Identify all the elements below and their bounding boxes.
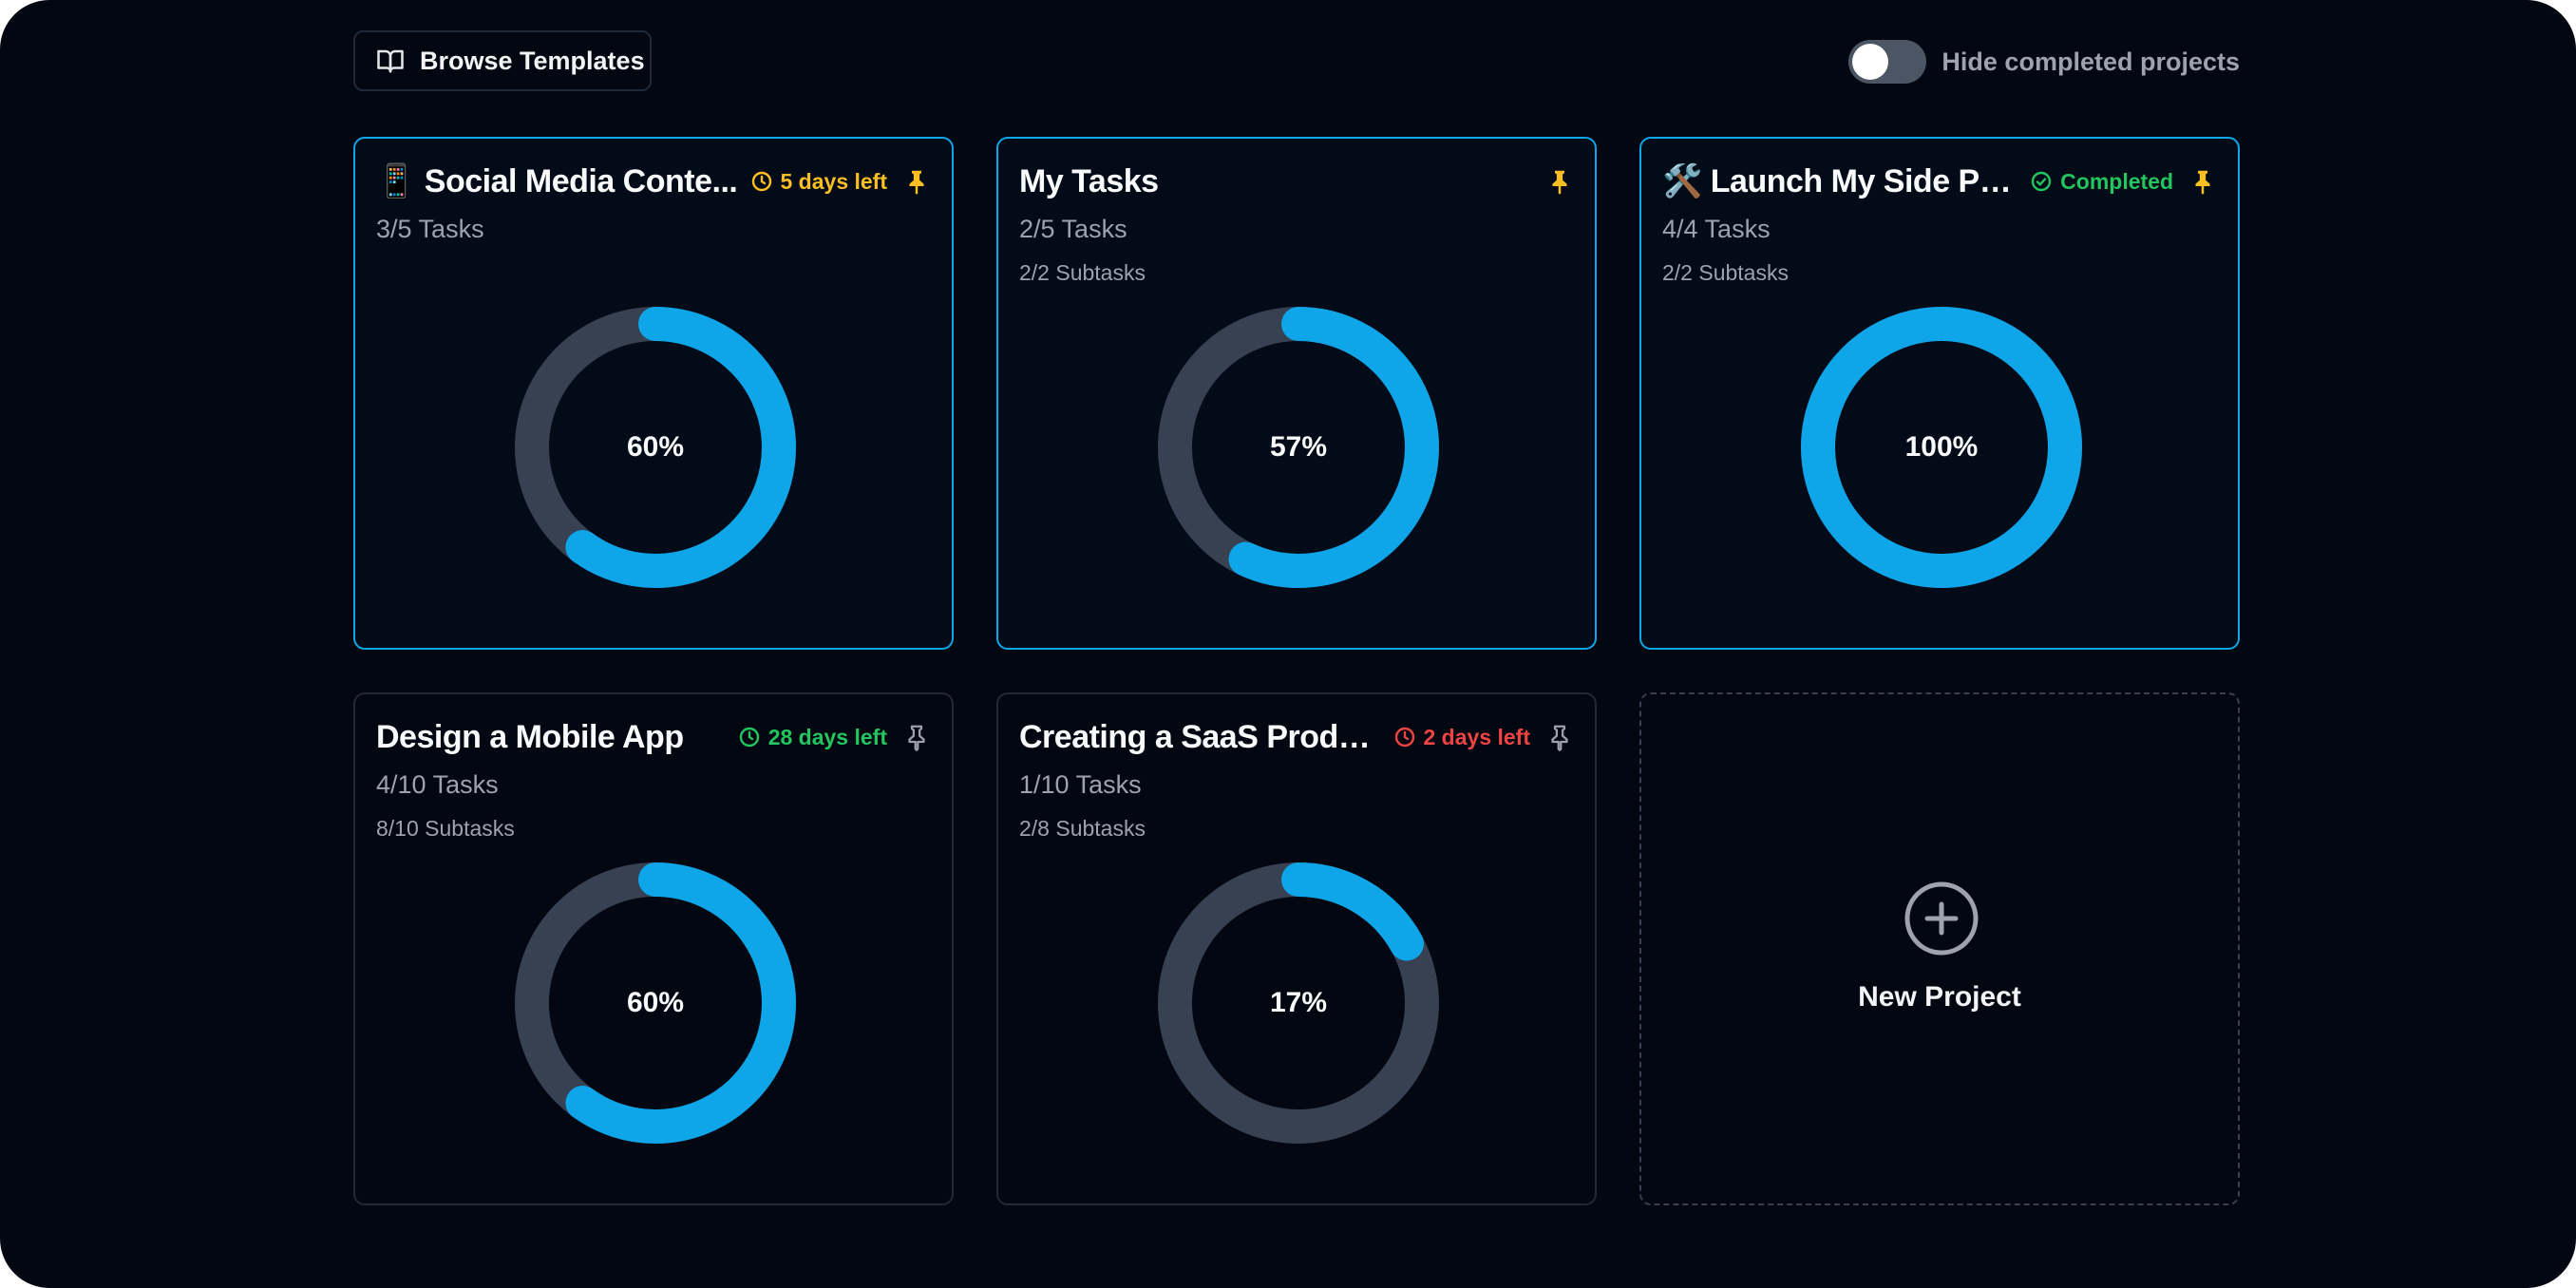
progress-ring: 17% <box>1156 861 1441 1146</box>
completed-badge: Completed <box>2030 169 2173 195</box>
new-project-button[interactable]: New Project <box>1639 692 2240 1205</box>
pin-outline-icon[interactable] <box>1545 723 1574 751</box>
project-card[interactable]: 📱 Social Media Conte... 5 days left 3/5 … <box>353 137 954 650</box>
toggle-knob <box>1852 44 1889 80</box>
ring-progress <box>1158 307 1439 588</box>
book-open-icon <box>376 47 405 75</box>
progress-percent: 100% <box>1904 431 1979 463</box>
task-count: 3/5 Tasks <box>376 215 484 243</box>
ring-progress <box>1801 307 2082 588</box>
project-card[interactable]: Creating a SaaS Product 2 days left 1/10… <box>996 692 1597 1205</box>
card-header: Design a Mobile App 28 days left <box>376 715 931 759</box>
pin-filled-icon[interactable] <box>2188 167 2217 196</box>
progress-ring: 60% <box>513 305 798 590</box>
ring-progress <box>1158 862 1439 1144</box>
pin-filled-icon[interactable] <box>1545 167 1574 196</box>
progress-ring: 60% <box>513 861 798 1146</box>
due-text: 5 days left <box>780 168 888 194</box>
browse-templates-label: Browse Templates <box>420 46 645 75</box>
project-card[interactable]: 🛠️ Launch My Side Pro... Completed 4/4 T… <box>1639 137 2240 650</box>
clock-icon <box>1393 726 1416 748</box>
task-count: 4/4 Tasks <box>1662 215 1771 243</box>
subtask-count: 2/8 Subtasks <box>1019 816 1146 841</box>
due-badge: 28 days left <box>738 725 887 750</box>
ring-progress <box>515 862 796 1144</box>
due-badge: 5 days left <box>750 168 888 195</box>
check-circle-icon <box>2030 170 2053 193</box>
subtask-count: 2/2 Subtasks <box>1019 260 1146 285</box>
clock-icon <box>738 726 761 748</box>
project-title: Design a Mobile App <box>376 718 684 755</box>
project-title: Creating a SaaS Product <box>1019 718 1382 755</box>
due-text: 28 days left <box>767 724 887 749</box>
pin-outline-icon[interactable] <box>902 723 931 751</box>
due-badge: 2 days left <box>1393 724 1531 750</box>
task-count: 2/5 Tasks <box>1019 215 1127 243</box>
progress-ring: 100% <box>1799 305 2084 590</box>
card-header: 🛠️ Launch My Side Pro... Completed <box>1662 160 2217 203</box>
new-project-label: New Project <box>1858 981 2021 1013</box>
progress-percent: 60% <box>626 431 685 463</box>
pin-filled-icon[interactable] <box>902 167 931 196</box>
plus-circle-icon <box>1904 881 1979 957</box>
due-text: 2 days left <box>1423 724 1531 749</box>
hide-completed-label[interactable]: Hide completed projects <box>1941 47 2240 76</box>
card-header: My Tasks <box>1019 160 1574 203</box>
browse-templates-button[interactable]: Browse Templates <box>353 30 652 91</box>
project-title: 📱 Social Media Conte... <box>376 163 738 199</box>
subtask-count: 8/10 Subtasks <box>376 816 515 841</box>
hide-completed-toggle[interactable] <box>1848 40 1927 84</box>
due-text: Completed <box>2060 168 2173 194</box>
hide-completed-control: Hide completed projects <box>1848 40 2240 84</box>
subtask-count: 2/2 Subtasks <box>1662 260 1789 285</box>
task-count: 1/10 Tasks <box>1019 770 1142 799</box>
clock-icon <box>750 170 773 193</box>
task-count: 4/10 Tasks <box>376 770 499 799</box>
ring-progress <box>515 307 796 588</box>
card-header: 📱 Social Media Conte... 5 days left <box>376 160 931 203</box>
toolbar: Browse Templates Hide completed projects <box>353 30 2240 93</box>
project-title: 🛠️ Launch My Side Pro... <box>1662 163 2019 199</box>
project-title: My Tasks <box>1019 162 1159 199</box>
progress-percent: 60% <box>626 987 685 1018</box>
progress-ring: 57% <box>1156 305 1441 590</box>
card-header: Creating a SaaS Product 2 days left <box>1019 715 1574 759</box>
progress-percent: 57% <box>1269 431 1328 463</box>
project-card[interactable]: Design a Mobile App 28 days left 4/10 Ta… <box>353 692 954 1205</box>
project-card[interactable]: My Tasks 2/5 Tasks 2/2 Subtasks 57% <box>996 137 1597 650</box>
progress-percent: 17% <box>1269 987 1328 1018</box>
